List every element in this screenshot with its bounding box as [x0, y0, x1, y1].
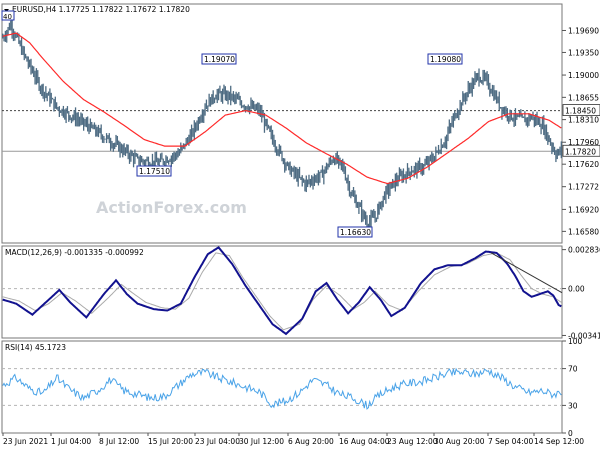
x-tick-label: 6 Aug 20:00 — [288, 437, 334, 446]
moving-average-line — [2, 32, 562, 185]
rsi-tick-label: 100 — [568, 337, 583, 346]
price-tick-label: 1.17272 — [568, 183, 599, 192]
x-tick-label: 1 Jul 04:00 — [51, 437, 91, 446]
rsi-tick-label: 70 — [568, 365, 578, 374]
x-tick-label: 23 Jul 04:00 — [195, 437, 240, 446]
price-tick-label: 1.18310 — [568, 116, 599, 125]
x-tick-label: 7 Sep 04:00 — [488, 437, 534, 446]
macd-signal-line — [2, 252, 562, 331]
x-tick-label: 23 Jun 2021 — [3, 437, 48, 446]
current-price-label-box — [562, 144, 600, 157]
x-tick-label: 30 Jul 12:00 — [239, 437, 284, 446]
macd-line — [2, 246, 562, 336]
macd-tick-label: 0.00 — [568, 285, 585, 294]
price-annotation-label: 1.16630 — [340, 228, 371, 237]
level-label-box — [562, 104, 600, 116]
x-tick-label: 23 Aug 12:00 — [387, 437, 438, 446]
macd-tick-label: 0.002836 — [568, 246, 600, 255]
rsi-tick-label: 30 — [568, 401, 578, 410]
price-tick-label: 1.16920 — [568, 205, 599, 214]
price-title: EURUSD,H4 1.17725 1.17822 1.17672 1.1782… — [12, 5, 190, 14]
x-tick-label: 8 Jul 12:00 — [99, 437, 139, 446]
price-annotation-box — [201, 53, 237, 65]
price-tick-label: 1.19350 — [568, 48, 599, 57]
price-annotation-label: 1.19070 — [204, 55, 235, 64]
watermark: ActionForex.com — [96, 198, 247, 217]
price-annotation-label: 1.17510 — [139, 167, 170, 176]
price-annotation-box — [337, 226, 373, 238]
macd-panel — [1, 245, 563, 339]
price-tick-label: 1.19000 — [568, 71, 599, 80]
x-tick-label: 14 Sep 12:00 — [534, 437, 584, 446]
current-price-label: 1.17820 — [565, 147, 596, 156]
price-annotation-box — [136, 165, 172, 177]
price-tick-label: 1.16580 — [568, 227, 599, 236]
x-tick-label: 16 Aug 04:00 — [339, 437, 390, 446]
rsi-panel — [1, 340, 563, 434]
corner-label-box — [1, 10, 15, 21]
price-tick-label: 1.17960 — [568, 138, 599, 147]
rsi-line — [2, 367, 562, 410]
rsi-tick-label: 0 — [568, 429, 573, 438]
corner-label: 40 — [3, 13, 12, 21]
macd-title: MACD(12,26,9) -0.001335 -0.000992 — [5, 248, 144, 257]
level-label: 1.18450 — [565, 107, 596, 116]
price-tick-label: 1.18655 — [568, 93, 599, 102]
macd-tick-label: -0.003415 — [568, 331, 600, 340]
price-annotation-box — [427, 53, 463, 65]
price-annotation-label: 1.19080 — [430, 55, 461, 64]
x-tick-label: 30 Aug 20:00 — [434, 437, 485, 446]
macd-trendline — [490, 252, 563, 294]
price-panel — [1, 3, 563, 244]
price-tick-label: 1.19690 — [568, 26, 599, 35]
rsi-title: RSI(14) 45.1723 — [5, 343, 66, 352]
price-tick-label: 1.17620 — [568, 160, 599, 169]
x-tick-label: 15 Jul 20:00 — [148, 437, 193, 446]
